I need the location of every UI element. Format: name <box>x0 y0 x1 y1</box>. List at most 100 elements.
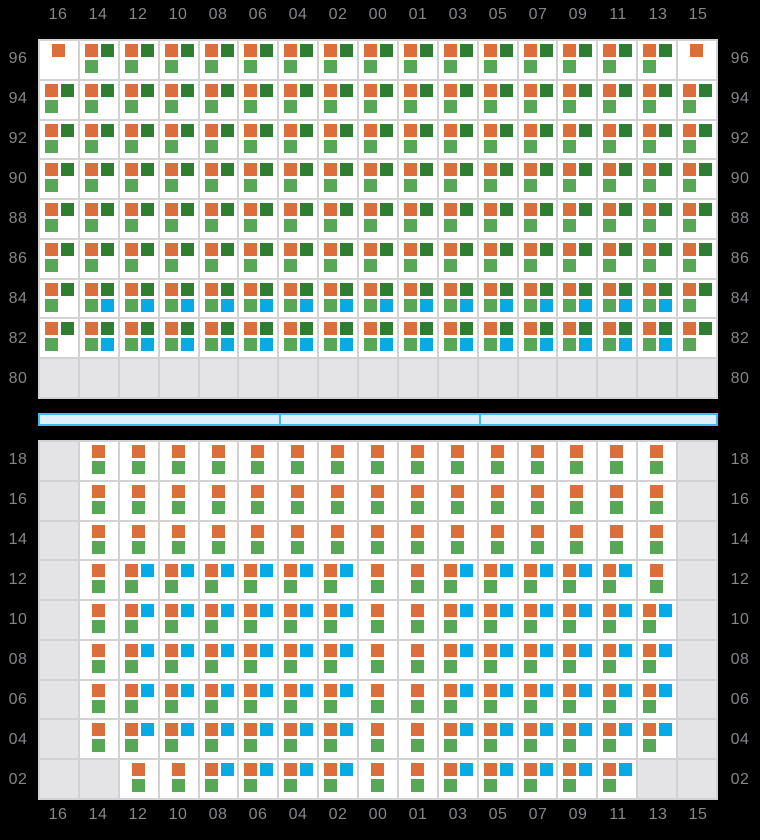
bay-cell[interactable] <box>518 239 557 278</box>
bay-cell[interactable] <box>518 319 557 358</box>
bay-cell[interactable] <box>558 279 597 318</box>
bay-cell[interactable] <box>199 481 238 520</box>
bay-cell[interactable] <box>398 41 437 79</box>
bay-cell[interactable] <box>398 200 437 238</box>
bay-cell[interactable] <box>279 442 318 480</box>
bay-cell[interactable] <box>79 319 118 358</box>
bay-cell[interactable] <box>319 640 358 679</box>
bay-cell[interactable] <box>199 640 238 679</box>
bay-cell[interactable] <box>119 41 158 79</box>
bay-cell[interactable] <box>319 720 358 759</box>
bay-cell[interactable] <box>199 80 238 119</box>
bay-cell[interactable] <box>359 80 397 119</box>
bay-cell[interactable] <box>359 279 397 318</box>
bay-cell[interactable] <box>598 521 637 560</box>
bay-cell[interactable] <box>598 319 637 358</box>
bay-cell[interactable] <box>79 561 118 600</box>
bay-cell[interactable] <box>319 561 358 600</box>
bay-cell[interactable] <box>239 120 278 159</box>
bay-cell[interactable] <box>279 521 318 560</box>
bay-cell[interactable] <box>239 200 278 238</box>
bay-cell[interactable] <box>558 120 597 159</box>
bay-cell[interactable] <box>438 720 477 759</box>
bay-cell[interactable] <box>199 279 238 318</box>
bay-cell[interactable] <box>518 442 557 480</box>
bay-cell[interactable] <box>558 561 597 600</box>
bay-cell[interactable] <box>79 442 118 480</box>
bay-cell[interactable] <box>159 442 198 480</box>
bay-cell[interactable] <box>239 319 278 358</box>
bay-cell[interactable] <box>79 521 118 560</box>
bay-cell[interactable] <box>159 80 198 119</box>
bay-cell[interactable] <box>598 640 637 679</box>
bay-cell[interactable] <box>159 120 198 159</box>
bay-cell[interactable] <box>558 200 597 238</box>
bay-cell[interactable] <box>598 120 637 159</box>
bay-cell[interactable] <box>359 200 397 238</box>
bay-cell[interactable] <box>159 680 198 719</box>
bay-cell[interactable] <box>359 640 397 679</box>
bay-cell[interactable] <box>518 720 557 759</box>
bay-cell[interactable] <box>159 41 198 79</box>
bay-cell[interactable] <box>279 760 318 798</box>
bay-cell[interactable] <box>319 239 358 278</box>
bay-cell[interactable] <box>638 720 677 759</box>
bay-cell[interactable] <box>598 200 637 238</box>
bay-cell[interactable] <box>359 521 397 560</box>
bay-cell[interactable] <box>678 279 716 318</box>
bay-cell[interactable] <box>478 80 517 119</box>
bay-cell[interactable] <box>79 680 118 719</box>
bay-cell[interactable] <box>438 120 477 159</box>
bay-cell[interactable] <box>438 640 477 679</box>
bay-cell[interactable] <box>438 200 477 238</box>
bay-cell[interactable] <box>398 160 437 199</box>
bay-cell[interactable] <box>279 561 318 600</box>
bay-cell[interactable] <box>478 442 517 480</box>
bay-cell[interactable] <box>598 279 637 318</box>
bay-cell[interactable] <box>359 720 397 759</box>
bay-cell[interactable] <box>638 680 677 719</box>
bay-cell[interactable] <box>398 640 437 679</box>
bay-cell[interactable] <box>79 160 118 199</box>
bay-cell[interactable] <box>558 601 597 639</box>
bay-cell[interactable] <box>678 41 716 79</box>
hatch-cover-segment[interactable] <box>40 415 279 424</box>
bay-cell[interactable] <box>678 160 716 199</box>
bay-cell[interactable] <box>319 120 358 159</box>
bay-cell[interactable] <box>119 601 158 639</box>
bay-cell[interactable] <box>359 319 397 358</box>
bay-cell[interactable] <box>598 80 637 119</box>
bay-cell[interactable] <box>438 80 477 119</box>
bay-cell[interactable] <box>438 601 477 639</box>
bay-cell[interactable] <box>359 680 397 719</box>
bay-cell[interactable] <box>478 640 517 679</box>
bay-cell[interactable] <box>638 521 677 560</box>
bay-cell[interactable] <box>598 760 637 798</box>
bay-cell[interactable] <box>159 279 198 318</box>
bay-cell[interactable] <box>279 319 318 358</box>
bay-cell[interactable] <box>199 239 238 278</box>
bay-cell[interactable] <box>558 521 597 560</box>
bay-cell[interactable] <box>438 680 477 719</box>
bay-cell[interactable] <box>79 640 118 679</box>
bay-cell[interactable] <box>518 80 557 119</box>
bay-cell[interactable] <box>319 319 358 358</box>
bay-cell[interactable] <box>79 239 118 278</box>
bay-cell[interactable] <box>558 640 597 679</box>
bay-cell[interactable] <box>359 561 397 600</box>
bay-cell[interactable] <box>279 160 318 199</box>
bay-cell[interactable] <box>398 442 437 480</box>
bay-cell[interactable] <box>159 561 198 600</box>
bay-cell[interactable] <box>40 80 78 119</box>
bay-cell[interactable] <box>279 239 318 278</box>
bay-cell[interactable] <box>239 601 278 639</box>
bay-cell[interactable] <box>239 160 278 199</box>
bay-cell[interactable] <box>279 120 318 159</box>
bay-cell[interactable] <box>398 481 437 520</box>
bay-cell[interactable] <box>598 239 637 278</box>
bay-cell[interactable] <box>119 319 158 358</box>
bay-cell[interactable] <box>398 680 437 719</box>
bay-cell[interactable] <box>359 160 397 199</box>
bay-cell[interactable] <box>438 41 477 79</box>
bay-cell[interactable] <box>518 481 557 520</box>
